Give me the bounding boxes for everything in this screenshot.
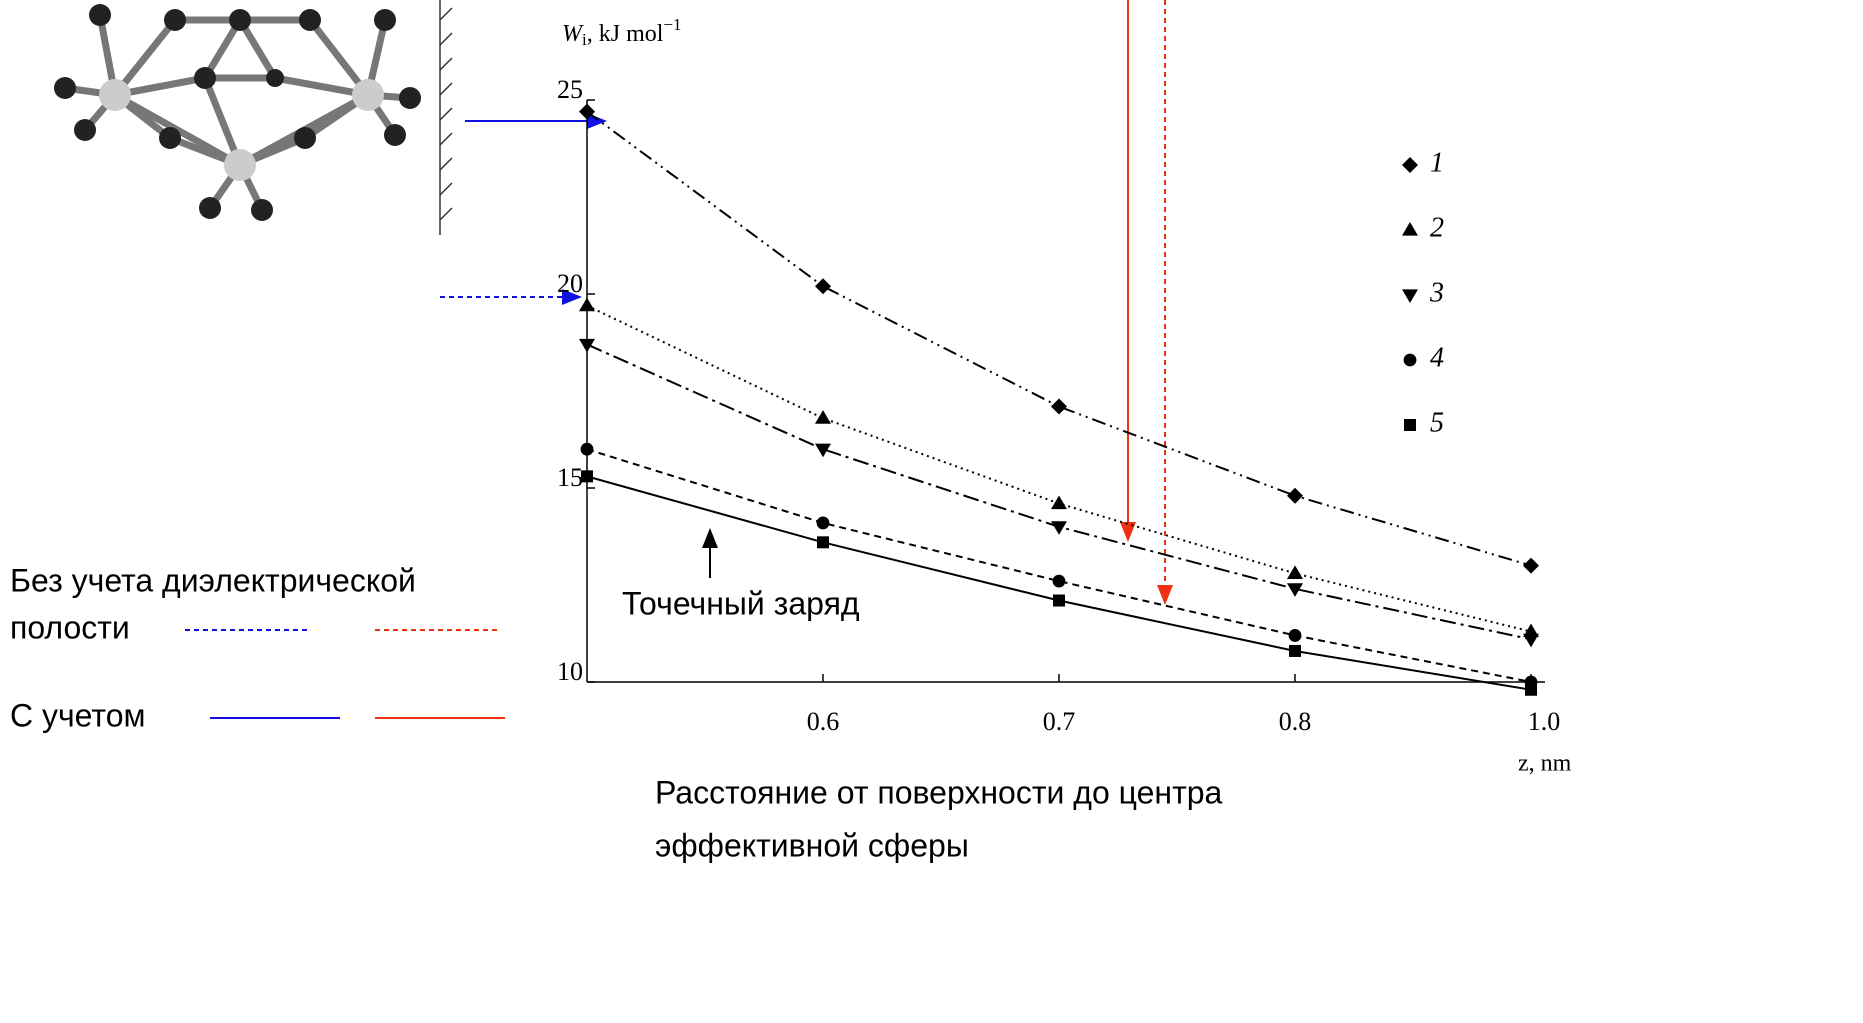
- x-tick-label: 0.8: [1279, 707, 1312, 736]
- x-tick-label: 0.7: [1043, 707, 1076, 736]
- data-point: [1523, 558, 1539, 574]
- y-label-sup: −1: [663, 15, 681, 34]
- y-tick-label: 15: [557, 463, 583, 492]
- data-point: [1525, 684, 1537, 696]
- data-point: [1051, 496, 1067, 510]
- legend-label: 3: [1429, 277, 1444, 308]
- legend-label: 2: [1430, 212, 1444, 243]
- data-point: [1287, 565, 1303, 579]
- data-point: [579, 298, 595, 312]
- data-point: [1287, 488, 1303, 504]
- data-point: [815, 410, 831, 424]
- x-tick-label: 1.0: [1528, 707, 1561, 736]
- y-tick-label: 20: [557, 269, 583, 298]
- chart: Wi, kJ mol−1 z, nm Точечный заряд Рассто…: [0, 0, 1863, 1023]
- x-caption: Расстояние от поверхности до центра: [655, 774, 1223, 810]
- data-point: [1051, 399, 1067, 415]
- y-label-unit: , kJ mol: [587, 21, 664, 47]
- data-point: [1523, 634, 1539, 648]
- legend-label: 4: [1430, 342, 1444, 373]
- legend-marker: [1402, 222, 1418, 236]
- surface-wall: [440, 0, 452, 235]
- data-point: [817, 517, 830, 530]
- data-point: [579, 104, 595, 120]
- annotation: Точечный заряд: [622, 585, 860, 621]
- data-point: [1053, 575, 1066, 588]
- atoms: [54, 4, 421, 221]
- x-caption: эффективной сферы: [655, 827, 969, 863]
- y-tick-label: 10: [557, 657, 583, 686]
- data-point: [1051, 521, 1067, 535]
- data-point: [1289, 629, 1302, 642]
- x-axis-label: z, nm: [1518, 751, 1572, 777]
- series-line: [587, 449, 1531, 682]
- legend-marker: [1404, 354, 1417, 367]
- legend-marker: [1402, 289, 1418, 303]
- data-point: [581, 443, 594, 456]
- data-point: [581, 470, 593, 482]
- legend-label: 5: [1430, 407, 1444, 438]
- annotation: Без учета диэлектрической: [10, 562, 416, 598]
- annotation: С учетом: [10, 697, 146, 733]
- data-point: [1053, 595, 1065, 607]
- annotation: полости: [10, 609, 130, 645]
- x-tick-label: 0.6: [807, 707, 840, 736]
- page: {"chart_data": {"type": "line", "y_label…: [0, 0, 1863, 1023]
- y-label-symbol: W: [562, 21, 584, 47]
- legend-label: 1: [1430, 147, 1444, 178]
- data-point: [815, 278, 831, 294]
- legend-marker: [1404, 419, 1416, 431]
- y-tick-label: 25: [557, 75, 583, 104]
- legend-marker: [1402, 157, 1418, 173]
- y-axis-label: Wi, kJ mol−1: [562, 15, 682, 49]
- data-point: [579, 339, 595, 353]
- data-point: [817, 536, 829, 548]
- data-point: [1289, 645, 1301, 657]
